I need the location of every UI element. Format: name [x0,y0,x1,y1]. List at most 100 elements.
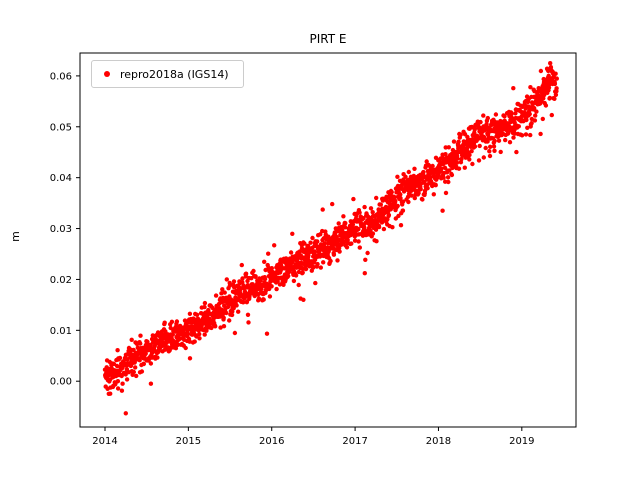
scatter-point [341,214,346,219]
scatter-point [232,330,238,336]
scatter-point [241,300,246,305]
scatter-point [511,135,516,140]
scatter-point [115,379,121,384]
scatter-point [483,145,488,151]
scatter-point [409,193,414,198]
scatter-point [293,273,299,278]
x-tick-label: 2018 [426,436,451,447]
scatter-point [357,210,362,215]
y-axis-ticks: 0.00 0.01 0.02 0.03 0.04 0.05 0.06 [50,71,80,388]
scatter-point [256,296,262,301]
x-axis-ticks: 2014 2015 2016 2017 2018 2019 [92,427,535,447]
scatter-point [192,339,197,344]
x-tick-label: 2019 [509,436,534,447]
scatter-point [187,311,193,316]
scatter-point [253,274,258,279]
scatter-point [533,113,538,118]
scatter-point [274,286,279,292]
scatter-point [445,175,451,180]
scatter-point [538,131,543,137]
scatter-point [138,333,143,338]
scatter-point [310,235,315,241]
scatter-point [547,95,553,101]
scatter-point [246,320,251,325]
scatter-point [173,346,179,351]
scatter-point [368,206,374,211]
scatter-point [357,245,362,250]
scatter-point [398,195,403,201]
scatter-point [219,300,225,305]
scatter-point [335,258,340,263]
scatter-point [269,284,274,289]
scatter-point [318,232,323,237]
scatter-point [472,127,477,132]
scatter-point [175,342,180,347]
scatter-point [330,201,335,207]
scatter-point [224,277,229,282]
scatter-point [312,249,317,254]
scatter-point [133,365,138,370]
scatter-point [291,278,297,284]
scatter-point [255,292,261,297]
scatter-point [374,195,379,201]
scatter-point [129,337,134,342]
scatter-point [532,118,538,123]
scatter-point [374,239,379,244]
scatter-point [363,257,368,262]
scatter-point [534,109,539,114]
scatter-point [230,309,235,314]
scatter-point [227,318,232,323]
scatter-point [290,231,295,236]
scatter-point [393,198,398,204]
scatter-point [467,152,472,158]
scatter-point [148,361,154,366]
scatter-point [231,279,237,284]
scatter-point [299,246,305,251]
scatter-point [162,320,167,325]
scatter-point [540,116,545,122]
scatter-point [425,186,430,191]
scatter-point [261,297,266,302]
x-tick-label: 2015 [176,436,201,447]
scatter-point [315,261,320,267]
scatter-point [318,265,323,270]
scatter-point [465,134,470,140]
scatter-point [321,260,326,265]
scatter-point [525,125,530,130]
scatter-point [320,207,325,212]
scatter-point [392,195,397,200]
scatter-point [336,221,341,226]
scatter-point [231,306,236,311]
scatter-point [303,266,309,272]
scatter-point [343,221,348,226]
scatter-point [433,183,438,188]
scatter-point [443,145,448,150]
scatter-point [469,149,474,154]
scatter-point [342,225,348,230]
scatter-point [266,251,271,256]
scatter-point [412,166,417,171]
legend: repro2018a (IGS14) [91,60,244,88]
scatter-point [549,112,554,118]
scatter-point [430,163,435,169]
scatter-point [351,196,356,202]
y-tick-label: 0.01 [50,326,72,337]
scatter-point [183,345,188,351]
scatter-point [378,202,383,207]
scatter-point [478,119,483,125]
scatter-point [221,324,227,329]
scatter-point [481,113,486,118]
scatter-point [328,258,333,264]
scatter-point [170,332,175,337]
scatter-point [502,114,507,119]
scatter-point [527,111,532,117]
scatter-point [297,249,303,254]
scatter-point [538,68,544,74]
scatter-point [455,156,460,161]
scatter-point [553,92,559,98]
scatter-point [498,149,503,155]
scatter-point [240,280,245,285]
scatter-point [349,241,354,246]
scatter-point [269,266,274,271]
scatter-point [290,259,295,265]
